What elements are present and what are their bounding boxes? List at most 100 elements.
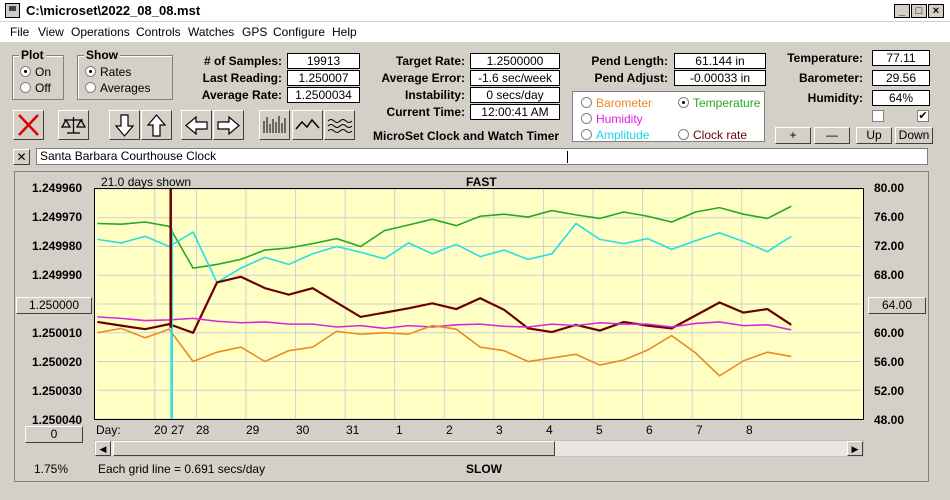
sensor-temperature-radio[interactable]: Temperature [678,96,760,110]
menu-view[interactable]: View [38,25,64,39]
bar-graph-button[interactable] [259,110,290,140]
plot-off-radio[interactable]: Off [20,81,51,95]
right-scale-button[interactable]: 64.00 [868,297,926,314]
menu-help[interactable]: Help [332,25,357,39]
down-button[interactable]: Down [895,127,933,144]
plot-on-radio[interactable]: On [20,65,51,79]
scroll-thumb[interactable] [113,441,555,456]
arrow-up-button[interactable] [141,110,172,140]
arrow-up-icon [146,114,167,137]
show-averages-radio[interactable]: Averages [85,81,150,95]
menu-configure[interactable]: Configure [273,25,326,39]
radio-unselected-icon [581,97,592,108]
x-tick-label: 7 [696,423,703,437]
up-button[interactable]: Up [856,127,892,144]
instability-value: 0 secs/day [470,87,560,103]
plot-group-title: Plot [19,48,46,62]
show-rates-radio[interactable]: Rates [85,65,131,79]
fast-label: FAST [466,175,497,189]
horizontal-scrollbar[interactable]: ◀ ▶ [94,440,864,457]
series-line-temperature [97,205,792,269]
target-rate-field[interactable]: 1.2500000 [470,53,560,69]
show-group-title: Show [84,48,120,62]
grid-note: Each grid line = 0.691 secs/day [98,462,266,476]
arrow-left-button[interactable] [181,110,212,140]
sensor-barometer-label: Barometer [596,96,653,110]
env-checkbox-right[interactable]: ✔ [917,110,929,122]
x-tick-label: 20 [154,423,168,437]
plot-on-label: On [35,65,52,79]
show-rates-label: Rates [100,65,132,79]
minus-button[interactable]: — [814,127,850,144]
plus-button[interactable]: + [775,127,811,144]
menu-controls[interactable]: Controls [136,25,181,39]
y-right-tick-label: 80.00 [874,181,905,195]
target-rate-label: Target Rate: [395,54,465,68]
y-left-tick-label: 1.249970 [32,210,83,224]
samples-value: 19913 [287,53,360,69]
close-button[interactable]: × [928,4,944,18]
x-tick-label: 31 [346,423,360,437]
wave-graph-icon [327,119,353,133]
series-line-humidity [97,316,792,331]
line-graph-button[interactable] [292,110,323,140]
instability-label: Instability: [404,88,465,102]
arrow-right-button[interactable] [213,110,244,140]
humidity-label: Humidity: [807,91,863,105]
sensor-amplitude-radio[interactable]: Amplitude [581,128,649,142]
clock-name-text: Santa Barbara Courthouse Clock [40,149,217,163]
maximize-button[interactable]: □ [911,4,927,18]
arrow-down-button[interactable] [109,110,140,140]
scroll-right-button[interactable]: ▶ [847,441,863,456]
left-scale-button[interactable]: 1.250000 [16,297,92,314]
text-cursor [567,151,568,163]
clock-name-input[interactable]: Santa Barbara Courthouse Clock [36,148,928,165]
y-right-tick-label: 48.00 [874,413,905,427]
y-right-tick-label: 76.00 [874,210,905,224]
x-tick-label: 4 [546,423,553,437]
rate-chart[interactable] [94,188,864,420]
sensor-temperature-label: Temperature [693,96,761,110]
x-tick-label: 28 [196,423,210,437]
radio-unselected-icon [678,129,689,140]
menu-file[interactable]: File [10,25,30,39]
minimize-button[interactable]: _ [894,4,910,18]
radio-unselected-icon [581,129,592,140]
x-tick-label: 29 [246,423,260,437]
barometer-value: 29.56 [872,70,930,86]
triangle-left-icon: ◀ [99,444,107,454]
x-tick-label: 30 [296,423,310,437]
pend-adjust-label: Pend Adjust: [594,71,668,85]
day-label: Day: [96,423,121,437]
balance-button[interactable] [58,110,89,140]
sensor-clock-rate-radio[interactable]: Clock rate [678,128,747,142]
app-icon[interactable] [5,3,20,18]
y-left-tick-label: 1.250010 [32,326,83,340]
radio-selected-icon [20,66,31,77]
menu-gps[interactable]: GPS [242,25,268,39]
y-right-tick-label: 68.00 [874,268,905,282]
smooth-graph-button[interactable] [324,110,355,140]
pend-length-field[interactable]: 61.144 in [674,53,766,69]
bar-graph-icon [263,116,286,133]
chart-series [97,189,792,419]
sensor-humidity-radio[interactable]: Humidity [581,112,643,126]
radio-unselected-icon [85,82,96,93]
y-right-tick-label: 56.00 [874,355,905,369]
env-checkbox-left[interactable] [872,110,884,122]
y-left-tick-label: 1.250040 [32,413,83,427]
series-line-amplitude [97,222,792,284]
average-error-value: -1.6 sec/week [470,70,560,86]
menu-operations[interactable]: Operations [71,25,130,39]
radio-unselected-icon [20,82,31,93]
menu-watches[interactable]: Watches [188,25,235,39]
sensor-barometer-radio[interactable]: Barometer [581,96,652,110]
x-tick-label: 2 [446,423,453,437]
scroll-left-button[interactable]: ◀ [95,441,111,456]
sensor-humidity-label: Humidity [596,112,643,126]
chart-panel [14,171,929,482]
zero-button[interactable]: 0 [25,426,83,443]
samples-label: # of Samples: [203,54,282,68]
clear-clock-name-button[interactable]: ✕ [13,149,30,165]
clear-button[interactable] [13,110,44,140]
